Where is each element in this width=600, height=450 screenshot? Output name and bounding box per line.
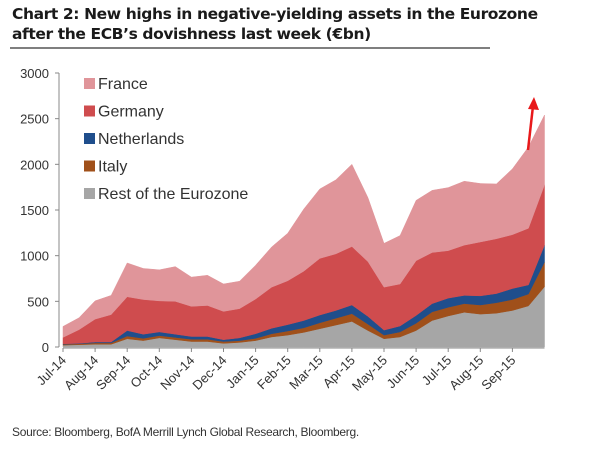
x-tick-label: Jun-15 bbox=[384, 353, 423, 392]
legend-swatch bbox=[84, 160, 95, 172]
chart-area: 0 500 1000 1500 2000 2500 3000 Jul-14Aug-14Sep… bbox=[20, 66, 545, 394]
annotations bbox=[526, 97, 539, 151]
y-tick-label: 1000 bbox=[20, 249, 49, 264]
y-tick-label: 3000 bbox=[20, 66, 49, 81]
legend-swatch bbox=[84, 105, 95, 117]
x-tick-label: Aug-14 bbox=[61, 353, 101, 393]
x-tick-label: Aug-15 bbox=[446, 353, 486, 393]
legend-swatch bbox=[84, 78, 95, 89]
legend-label: Germany bbox=[98, 104, 164, 121]
x-tick-label: May-15 bbox=[349, 353, 390, 394]
x-tick-label: Mar-15 bbox=[286, 353, 326, 393]
legend-swatch bbox=[84, 188, 95, 199]
arrow-shaft bbox=[526, 105, 535, 151]
y-tick-label: 2000 bbox=[20, 157, 49, 172]
y-tick-label: 1500 bbox=[20, 203, 49, 218]
arrow-up-icon bbox=[528, 97, 539, 110]
x-tick-label: Jan-15 bbox=[223, 353, 262, 392]
legend: France Germany Netherlands Italy Rest of the… bbox=[84, 76, 248, 203]
x-tick-label: Feb-15 bbox=[254, 353, 294, 393]
x-tick-label: Dec-14 bbox=[189, 353, 229, 393]
chart-title: Chart 2: New highs in negative-yielding … bbox=[12, 5, 538, 43]
source-note: Source: Bloomberg, BofA Merrill Lynch Gl… bbox=[12, 425, 359, 439]
y-tick-label: 500 bbox=[27, 294, 49, 309]
x-tick-label: Sep-15 bbox=[478, 353, 518, 393]
y-tick-label: 2500 bbox=[20, 112, 49, 127]
title-underline bbox=[10, 47, 490, 49]
legend-label: Italy bbox=[98, 159, 127, 176]
x-tick-label: Sep-14 bbox=[93, 353, 133, 393]
area-france bbox=[62, 114, 545, 338]
legend-label: Rest of the Eurozone bbox=[98, 186, 248, 203]
legend-label: Netherlands bbox=[98, 131, 184, 148]
y-axis: 0 500 1000 1500 2000 2500 3000 bbox=[20, 66, 60, 355]
stacked-areas bbox=[62, 114, 545, 348]
x-tick-label: Nov-14 bbox=[157, 353, 197, 393]
y-tick-label: 0 bbox=[42, 340, 49, 355]
legend-swatch bbox=[84, 133, 95, 144]
legend-label: France bbox=[98, 76, 148, 93]
x-axis: Jul-14Aug-14Sep-14Oct-14Nov-14Dec-14Jan-… bbox=[33, 347, 545, 394]
